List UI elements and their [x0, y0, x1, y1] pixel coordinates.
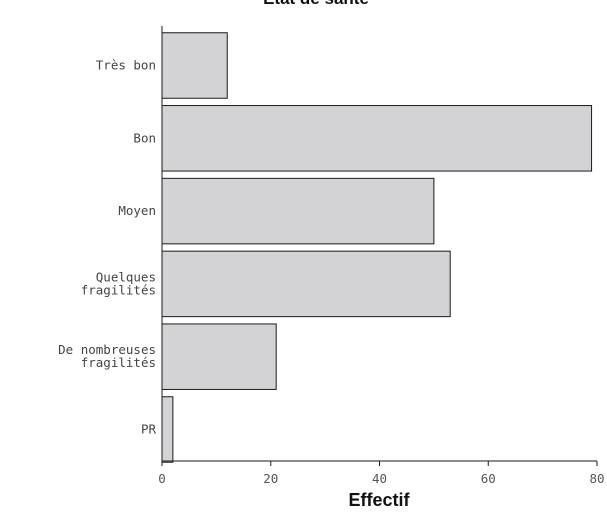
x-tick-label: 20 [263, 471, 278, 486]
x-tick-label: 60 [481, 471, 496, 486]
bar [161, 177, 435, 245]
bar [161, 323, 277, 390]
category-label: fragilités [81, 282, 156, 297]
bar [161, 396, 174, 463]
chart-title: État de santé [263, 0, 369, 8]
x-tick-label: 40 [372, 471, 387, 486]
category-label: fragilités [81, 355, 156, 370]
category-label: PR [141, 422, 157, 437]
category-label: De nombreuses [58, 342, 156, 357]
category-label: Moyen [118, 203, 156, 218]
category-label: Bon [133, 130, 156, 145]
x-tick-label: 80 [589, 471, 604, 486]
bar [161, 32, 228, 99]
x-axis-label: Effectif [348, 490, 410, 510]
x-ticks: 0 20 40 60 80 [158, 461, 605, 486]
category-label: Très bon [96, 58, 156, 73]
bar [161, 250, 451, 318]
bar [161, 105, 593, 172]
category-label: Quelques [96, 269, 156, 284]
x-tick-label: 0 [158, 471, 166, 486]
bars [161, 32, 593, 463]
